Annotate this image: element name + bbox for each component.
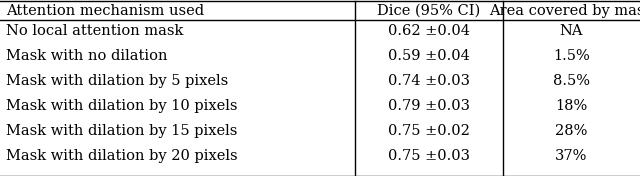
Text: 0.59 ±0.04: 0.59 ±0.04 <box>388 49 470 63</box>
Text: 8.5%: 8.5% <box>553 74 590 88</box>
Text: Area covered by mask: Area covered by mask <box>490 4 640 18</box>
Text: No local attention mask: No local attention mask <box>6 24 184 38</box>
Text: Mask with dilation by 5 pixels: Mask with dilation by 5 pixels <box>6 74 228 88</box>
Text: 18%: 18% <box>556 99 588 113</box>
Text: Mask with dilation by 15 pixels: Mask with dilation by 15 pixels <box>6 124 237 138</box>
Text: 0.75 ±0.02: 0.75 ±0.02 <box>388 124 470 138</box>
Text: 0.79 ±0.03: 0.79 ±0.03 <box>388 99 470 113</box>
Text: 1.5%: 1.5% <box>553 49 590 63</box>
Text: Mask with no dilation: Mask with no dilation <box>6 49 168 63</box>
Text: 28%: 28% <box>556 124 588 138</box>
Text: Mask with dilation by 20 pixels: Mask with dilation by 20 pixels <box>6 149 237 163</box>
Text: 0.62 ±0.04: 0.62 ±0.04 <box>388 24 470 38</box>
Text: 0.74 ±0.03: 0.74 ±0.03 <box>388 74 470 88</box>
Text: 0.75 ±0.03: 0.75 ±0.03 <box>388 149 470 163</box>
Text: Attention mechanism used: Attention mechanism used <box>6 4 204 18</box>
Text: 37%: 37% <box>556 149 588 163</box>
Text: Dice (95% CI): Dice (95% CI) <box>378 4 481 18</box>
Text: Mask with dilation by 10 pixels: Mask with dilation by 10 pixels <box>6 99 237 113</box>
Text: NA: NA <box>560 24 583 38</box>
